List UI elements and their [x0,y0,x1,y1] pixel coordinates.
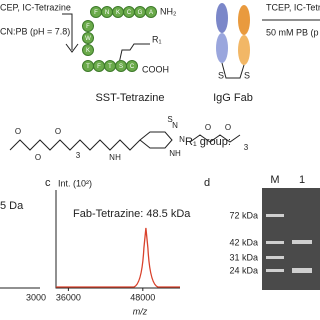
atom: O [35,153,41,162]
marker-label: 72 kDa [229,210,258,220]
residue-letter: N [105,10,109,16]
panel-b-annotation: 5 Da [0,200,24,212]
arrow [62,13,79,53]
spectrum-peak [56,227,180,288]
residue-letter: F [97,64,101,70]
marker-label: 42 kDa [229,237,258,247]
panel-label: c [45,177,51,189]
buffer: 50 mM PB (p [266,27,319,37]
residue-letter: W [85,36,91,42]
gel-bands [266,214,312,273]
residue-letter: T [108,64,112,70]
atom: O [205,123,211,132]
sulfur: S [218,70,224,80]
chemical-structure [9,131,241,151]
atom: 3 [244,143,249,152]
residue [82,44,94,56]
residue [82,20,94,32]
reagent: TCEP, IC-Tetra [266,2,320,12]
lane-label: 1 [299,174,305,186]
sulfur: S [244,70,250,80]
annotation: Fab-Tetrazine: 48.5 kDa [73,208,191,220]
reagent: CEP, IC-Tetrazine [0,2,71,12]
atom: H [115,153,121,162]
residue-letter: S [119,64,123,70]
r-label: R₁ [152,34,162,44]
atom: S [167,115,172,124]
marker-label: 24 kDa [229,265,258,275]
gel-image [262,188,320,290]
atom: O [15,127,21,136]
fab-name: IgG Fab [213,92,253,104]
axes [55,190,180,289]
buffer: CN:PB (pH = 7.8) [0,26,70,36]
x-tick-label: 48000 [130,292,155,302]
n-terminus: NH₂ [160,6,177,16]
residue-letter: K [86,48,90,54]
marker-label: 31 kDa [229,252,258,262]
atom: N [109,153,115,162]
peptide-name: SST-Tetrazine [95,92,164,104]
panel-label: d [204,177,210,189]
atom: O [225,123,231,132]
residue [145,6,157,18]
residue-letter: K [116,10,120,16]
y-axis-label: Int. (10²) [58,178,92,188]
residue-letter: T [86,64,90,70]
disulfide [221,62,245,79]
lane-label: M [270,174,279,186]
fab-domain [216,3,228,33]
fab-domain [238,5,250,35]
disulfide-linker [117,43,150,69]
r-group-label: R₁ group: [185,136,231,148]
atom: N [179,135,185,144]
x-axis-label: m/z [133,306,148,316]
atom: NH [169,149,181,158]
atom: N [172,121,178,130]
residue [82,32,94,44]
residue-letter: A [149,10,153,16]
atom: 3 [76,151,81,160]
residue [126,60,138,72]
residue-letter: F [86,24,90,30]
atom: O [55,127,61,136]
residue-letter: C [127,10,132,16]
fab-domain [238,35,250,65]
tick-label: 3000 [26,292,46,302]
residue-letter: G [138,10,143,16]
fab-domain [216,33,228,63]
x-tick-label: 36000 [56,292,81,302]
c-terminus: COOH [142,64,169,74]
residue-letter: F [94,10,98,16]
residue-letter: C [130,64,135,70]
